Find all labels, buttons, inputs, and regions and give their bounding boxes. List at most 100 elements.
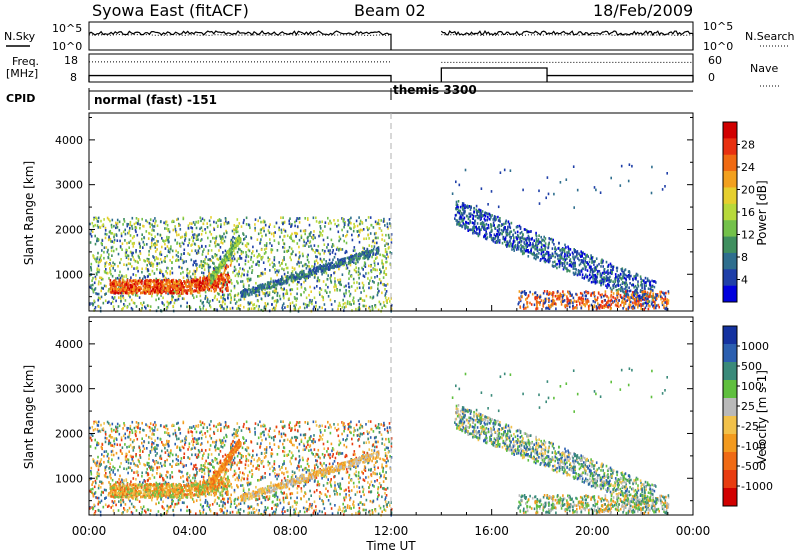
data-cell <box>217 284 220 287</box>
data-cell <box>599 279 601 283</box>
data-cell <box>315 220 318 223</box>
data-cell <box>334 271 336 274</box>
data-cell <box>244 244 247 247</box>
data-cell <box>230 242 232 245</box>
data-cell <box>479 215 481 218</box>
data-cell <box>117 252 120 256</box>
data-cell <box>375 251 378 255</box>
data-cell <box>160 220 162 223</box>
data-cell <box>510 236 512 240</box>
data-cell <box>265 247 268 250</box>
data-cell <box>540 245 543 249</box>
data-cell <box>124 288 126 292</box>
data-cell <box>113 296 116 299</box>
data-cell <box>260 228 263 231</box>
data-cell <box>471 213 474 217</box>
data-cell <box>248 223 251 227</box>
data-cell <box>564 264 566 268</box>
data-cell <box>261 234 263 238</box>
data-cell <box>280 216 282 219</box>
data-cell <box>186 285 189 288</box>
data-cell <box>321 272 323 276</box>
data-cell <box>93 299 95 303</box>
data-cell <box>172 220 175 223</box>
data-cell <box>313 260 316 263</box>
data-cell <box>228 276 231 280</box>
data-cell <box>227 296 229 299</box>
data-cell <box>622 274 625 277</box>
data-cell <box>160 280 163 284</box>
data-cell <box>469 215 472 218</box>
data-cell <box>310 271 313 275</box>
data-cell <box>287 271 289 274</box>
data-cell <box>190 285 193 289</box>
data-cell <box>505 222 507 225</box>
data-cell <box>329 276 331 280</box>
data-cell <box>96 273 98 276</box>
data-cell <box>302 302 305 306</box>
data-cell <box>122 223 124 226</box>
data-cell <box>320 288 323 291</box>
data-cell <box>607 282 609 286</box>
data-cell <box>170 285 172 289</box>
data-cell <box>457 200 460 203</box>
data-cell <box>343 262 345 265</box>
data-cell <box>112 297 115 300</box>
data-cell <box>633 290 636 293</box>
data-cell <box>172 286 175 290</box>
data-cell <box>337 219 339 222</box>
data-cell <box>317 251 320 255</box>
data-cell <box>307 253 309 257</box>
data-cell <box>206 282 209 286</box>
data-cell <box>566 254 569 257</box>
data-cell <box>142 288 145 292</box>
data-cell <box>346 233 348 237</box>
data-cell <box>179 257 182 261</box>
data-cell <box>306 264 309 268</box>
data-cell <box>100 286 103 290</box>
data-cell <box>353 302 355 305</box>
data-cell <box>107 248 109 252</box>
data-cell <box>478 226 480 229</box>
data-cell <box>96 268 98 271</box>
data-cell <box>309 267 312 271</box>
data-cell <box>346 256 349 260</box>
data-cell <box>126 241 128 245</box>
data-cell <box>201 286 204 290</box>
data-cell <box>558 265 561 269</box>
data-cell <box>298 277 301 281</box>
data-cell <box>387 227 389 230</box>
data-cell <box>213 308 215 311</box>
data-cell <box>179 285 181 289</box>
data-cell <box>259 240 262 244</box>
data-cell <box>599 275 602 278</box>
data-cell <box>526 236 528 240</box>
data-cell <box>200 226 203 229</box>
data-cell <box>283 250 286 253</box>
data-cell <box>296 225 299 228</box>
data-cell <box>334 288 336 292</box>
data-cell <box>133 291 135 295</box>
data-cell <box>357 267 360 270</box>
data-cell <box>290 234 292 238</box>
data-cell <box>564 243 566 247</box>
data-cell <box>479 209 482 212</box>
data-cell <box>116 288 118 292</box>
data-cell <box>213 271 216 274</box>
data-cell <box>142 240 145 244</box>
data-cell <box>225 231 228 235</box>
data-cell <box>568 255 570 258</box>
data-cell <box>361 228 363 232</box>
data-cell <box>116 276 119 280</box>
data-cell <box>248 302 251 306</box>
data-cell <box>374 276 376 279</box>
data-cell <box>517 247 520 251</box>
data-cell <box>623 272 625 275</box>
data-cell <box>317 276 319 279</box>
data-cell <box>277 282 279 286</box>
data-cell <box>185 284 187 288</box>
data-cell <box>574 250 576 254</box>
data-cell <box>278 228 280 232</box>
data-cell <box>117 305 120 308</box>
